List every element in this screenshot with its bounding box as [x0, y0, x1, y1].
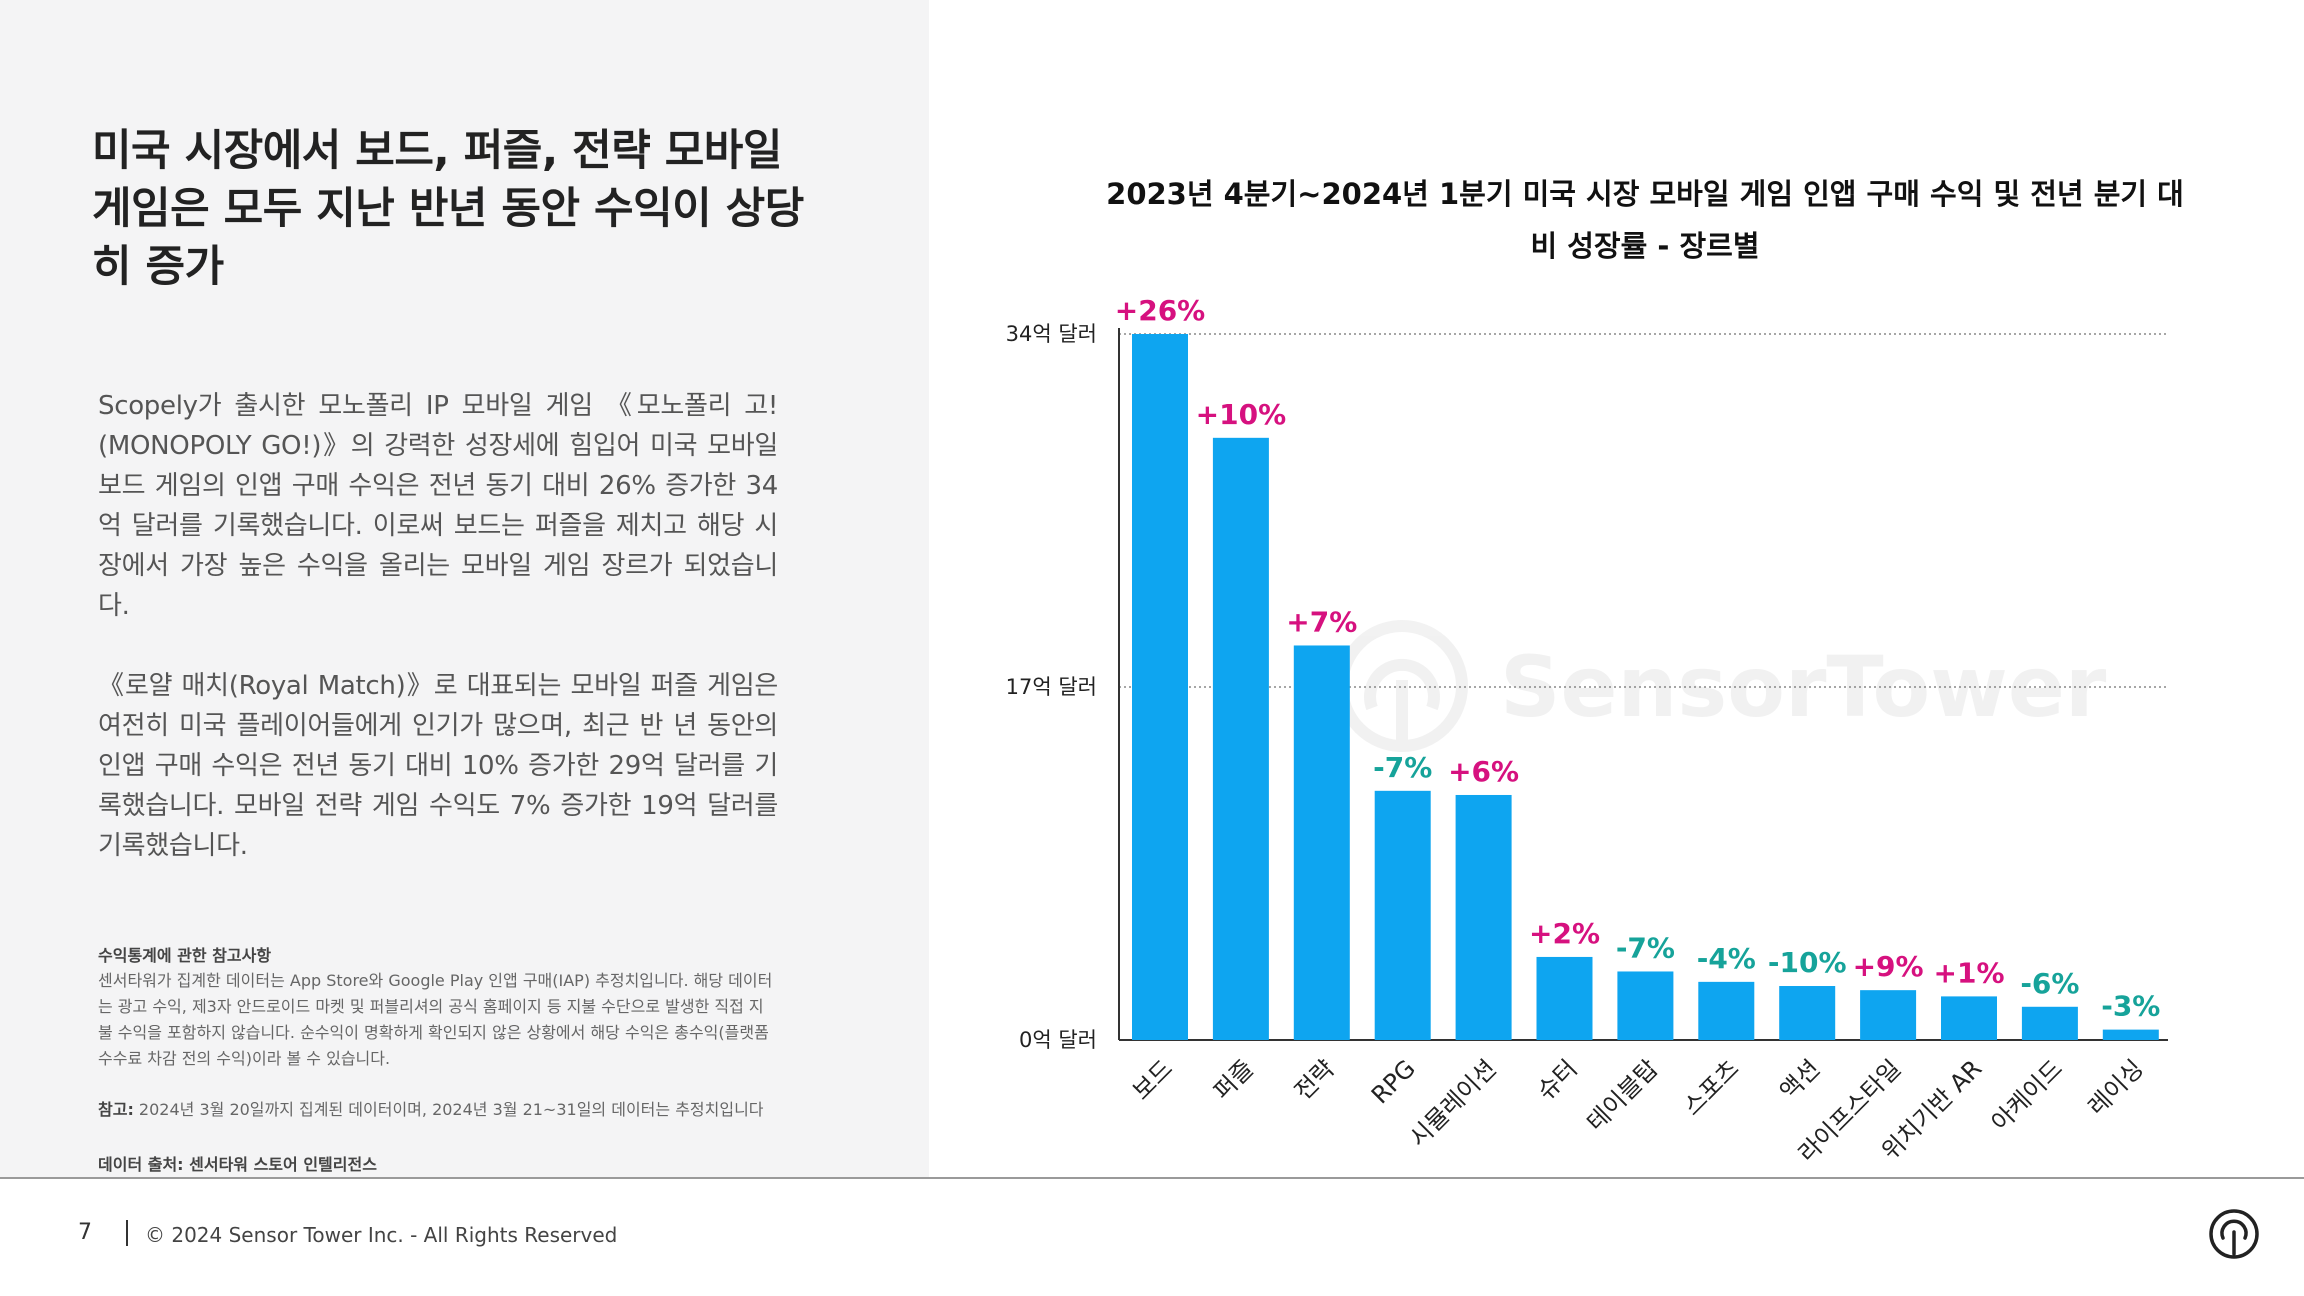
category-label: 보드	[1127, 1054, 1178, 1105]
page-number: 7	[78, 1220, 92, 1245]
bar	[1617, 971, 1674, 1040]
growth-label: -10%	[1768, 946, 1847, 979]
growth-label: -3%	[2101, 990, 2160, 1023]
body-paragraph-1: Scopely가 출시한 모노폴리 IP 모바일 게임 《모노폴리 고!(MON…	[98, 391, 778, 621]
y-tick-label: 0억 달러	[1019, 1028, 1097, 1052]
sensor-tower-watermark-icon: SensorTower	[1336, 620, 2107, 752]
growth-label: +9%	[1853, 950, 1924, 983]
copyright-text: © 2024 Sensor Tower Inc. - All Rights Re…	[145, 1223, 618, 1247]
bar	[1941, 996, 1997, 1040]
bar	[2102, 1029, 2159, 1040]
bar	[1779, 986, 1836, 1040]
note-reference: 참고: 2024년 3월 20일까지 집계된 데이터이며, 2024년 3월 2…	[98, 1097, 778, 1123]
bar	[2021, 1006, 2078, 1040]
category-label: 레이싱	[2082, 1054, 2149, 1121]
note-reference-text: 2024년 3월 20일까지 집계된 데이터이며, 2024년 3월 21~31…	[133, 1100, 764, 1119]
growth-label: +10%	[1196, 398, 1286, 431]
y-tick-label: 34억 달러	[1006, 322, 1097, 346]
category-label: 퍼즐	[1208, 1054, 1259, 1105]
growth-label: -4%	[1697, 942, 1756, 975]
body-paragraph-2: 《로얄 매치(Royal Match)》로 대표되는 모바일 퍼즐 게임은 여전…	[98, 671, 778, 861]
growth-label: +6%	[1448, 755, 1519, 788]
left-panel	[0, 0, 929, 1177]
bar-chart: SensorTower 0억 달러 17억 달러 34억 달러 +26% 보드 +10%…	[1006, 294, 2168, 1168]
growth-label: +2%	[1529, 917, 1600, 950]
growth-label: -7%	[1373, 751, 1432, 784]
category-label: 전략	[1289, 1054, 1340, 1105]
headline: 미국 시장에서 보드, 퍼즐, 전략 모바일 게임은 모두 지난 반년 동안 수…	[92, 126, 804, 292]
category-label: 액션	[1774, 1054, 1825, 1105]
growth-label: +26%	[1115, 294, 1205, 327]
bar	[1860, 990, 1917, 1040]
data-source: 데이터 출처: 센서타워 스토어 인텔리전스	[98, 1155, 377, 1174]
bar	[1212, 437, 1269, 1041]
sensor-tower-logo-icon	[2209, 1209, 2259, 1259]
footer-divider	[0, 1177, 2304, 1179]
footer-separator	[126, 1220, 128, 1246]
growth-label: +7%	[1286, 605, 1357, 638]
note-body: 센서타워가 집계한 데이터는 App Store와 Google Play 인앱…	[98, 971, 773, 1068]
bar	[1536, 956, 1593, 1040]
chart-title: 2023년 4분기~2024년 1분기 미국 시장 모바일 게임 인앱 구매 수…	[1106, 177, 2184, 263]
growth-label: -6%	[2020, 967, 2079, 1000]
note-title: 수익통계에 관한 참고사항	[98, 946, 272, 965]
y-tick-label: 17억 달러	[1006, 675, 1097, 699]
category-label: 아케이드	[1986, 1054, 2068, 1136]
category-label: RPG	[1366, 1054, 1421, 1109]
bar	[1132, 334, 1188, 1040]
bar	[1374, 790, 1431, 1040]
growth-label: -7%	[1616, 931, 1675, 964]
note-reference-label: 참고:	[98, 1100, 134, 1119]
growth-label: +1%	[1934, 956, 2005, 989]
category-label: 시뮬레이션	[1404, 1054, 1502, 1152]
bar	[1455, 794, 1512, 1040]
bar	[1698, 981, 1755, 1040]
category-label: 테이블탑	[1581, 1054, 1663, 1136]
category-label: 스포츠	[1678, 1054, 1745, 1121]
category-label: 슈터	[1532, 1054, 1583, 1105]
bar	[1293, 645, 1350, 1040]
